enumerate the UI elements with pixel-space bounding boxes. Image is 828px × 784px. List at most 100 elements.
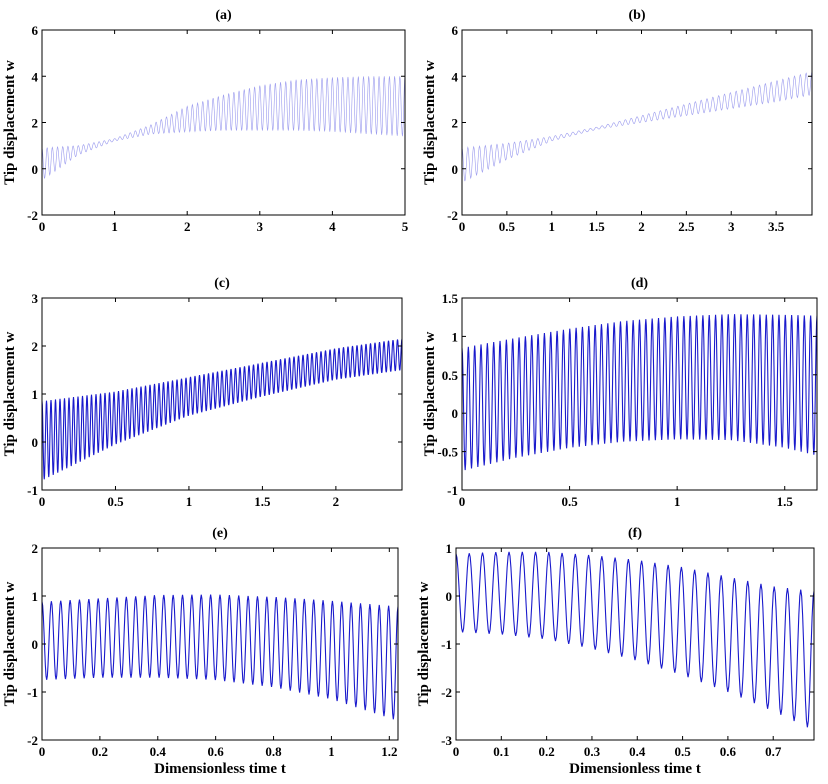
x-tick-label: 1.5: [777, 494, 794, 509]
x-tick-label: 0.5: [107, 494, 124, 509]
axes-frame: [461, 297, 818, 491]
x-tick-label: 0: [39, 219, 46, 234]
y-tick-label: -1: [441, 637, 452, 652]
x-tick-label: 0.5: [674, 744, 691, 759]
y-tick-label: -2: [27, 208, 38, 223]
x-tick-label: 0.5: [499, 219, 516, 234]
axes-frame: [455, 547, 815, 741]
x-tick-label: 1: [548, 219, 555, 234]
y-tick-label: -2: [441, 685, 452, 700]
x-tick-label: 3.5: [768, 219, 785, 234]
x-tick-label: 0.4: [629, 744, 646, 759]
subplot-e: 0 0.2 0.4 0.6 0.8 1 1.2 -2 -1 0 1 2 (e) Tip displacem…: [2, 526, 399, 777]
x-tick-label: 0.4: [150, 744, 167, 759]
y-axis-label: Tip displacement w: [2, 60, 18, 185]
y-tick-label: 1: [32, 387, 39, 402]
y-axis-label: Tip displacement w: [416, 581, 432, 706]
axes-frame: [461, 29, 813, 216]
x-tick-label: 0: [39, 494, 46, 509]
subplot-d: 0 0.5 1 1.5 -1 -0.5 0 0.5 1 1.5 (d) Tip displacemen…: [422, 276, 818, 509]
y-tick-label: 0: [32, 637, 39, 652]
y-tick-label: 4: [452, 69, 459, 84]
axes-frame: [41, 29, 406, 216]
y-tick-label: 2: [452, 116, 459, 131]
subplot-title: (f): [628, 526, 642, 541]
x-axis-label: Dimensionless time t: [154, 761, 286, 777]
x-tick-label: 1: [674, 494, 681, 509]
x-tick-label: 0: [459, 494, 466, 509]
x-tick-label: 3: [728, 219, 735, 234]
data-line: [42, 76, 405, 179]
data-line: [462, 314, 817, 471]
x-tick-label: 0: [453, 744, 460, 759]
y-tick-label: 2: [32, 116, 39, 131]
x-tick-label: 4: [329, 219, 336, 234]
x-tick-label: 2: [184, 219, 191, 234]
data-line: [42, 594, 398, 720]
x-tick-label: 0.5: [561, 494, 578, 509]
y-tick-label: -2: [447, 208, 458, 223]
subplot-title: (a): [215, 8, 232, 23]
x-tick-label: 0: [39, 744, 46, 759]
y-tick-label: -1: [27, 685, 38, 700]
y-tick-label: 3: [32, 291, 39, 306]
data-line: [462, 71, 812, 182]
subplot-f: 0 0.1 0.2 0.3 0.4 0.5 0.6 0.7 -3 -2 -1 0 1 (f) Tip dis…: [416, 526, 815, 777]
x-tick-label: 1.2: [381, 744, 397, 759]
y-tick-label: 0: [452, 406, 459, 421]
x-tick-label: 0.6: [720, 744, 737, 759]
y-tick-label: 0: [452, 162, 459, 177]
x-tick-label: 2.5: [678, 219, 695, 234]
x-tick-label: 5: [402, 219, 409, 234]
x-tick-label: 0.3: [584, 744, 601, 759]
y-tick-label: 2: [32, 541, 39, 556]
x-tick-label: 1: [328, 744, 335, 759]
y-tick-label: 1.5: [442, 291, 459, 306]
axes-frame: [41, 297, 403, 491]
x-tick-label: 0: [459, 219, 466, 234]
y-tick-label: -2: [27, 733, 38, 748]
y-tick-label: 0: [446, 589, 453, 604]
x-tick-label: 1.5: [254, 494, 271, 509]
y-tick-label: -3: [441, 733, 452, 748]
x-tick-label: 1: [186, 494, 193, 509]
x-tick-label: 0.2: [92, 744, 108, 759]
x-tick-label: 1.5: [588, 219, 605, 234]
y-tick-label: 0: [32, 162, 39, 177]
y-axis-label: Tip displacement w: [422, 331, 438, 456]
y-tick-label: 0.5: [442, 368, 459, 383]
y-tick-label: -1: [447, 483, 458, 498]
x-tick-label: 2: [638, 219, 645, 234]
y-tick-label: 1: [446, 541, 453, 556]
data-line: [456, 551, 814, 728]
y-tick-label: 1: [452, 329, 459, 344]
x-tick-label: 2: [333, 494, 340, 509]
y-tick-label: 2: [32, 339, 39, 354]
x-tick-label: 0.8: [265, 744, 282, 759]
subplot-title: (d): [631, 276, 648, 291]
x-tick-label: 0.1: [493, 744, 509, 759]
subplot-title: (b): [628, 8, 645, 23]
y-tick-label: 1: [32, 589, 39, 604]
y-tick-label: -0.5: [437, 445, 458, 460]
x-tick-label: 0.2: [539, 744, 555, 759]
x-tick-label: 3: [257, 219, 264, 234]
y-tick-label: 0: [32, 435, 39, 450]
subplot-title: (e): [212, 526, 228, 541]
data-line: [42, 338, 402, 480]
x-tick-label: 0.7: [765, 744, 782, 759]
x-tick-label: 0.6: [208, 744, 225, 759]
x-axis-label: Dimensionless time t: [569, 761, 701, 777]
y-tick-label: 6: [452, 23, 459, 38]
y-tick-label: 6: [32, 23, 39, 38]
y-axis-label: Tip displacement w: [2, 331, 18, 456]
subplot-title: (c): [214, 276, 230, 291]
y-axis-label: Tip displacement w: [422, 60, 438, 185]
y-axis-label: Tip displacement w: [2, 581, 18, 706]
x-tick-label: 1: [111, 219, 118, 234]
y-tick-label: 4: [32, 69, 39, 84]
